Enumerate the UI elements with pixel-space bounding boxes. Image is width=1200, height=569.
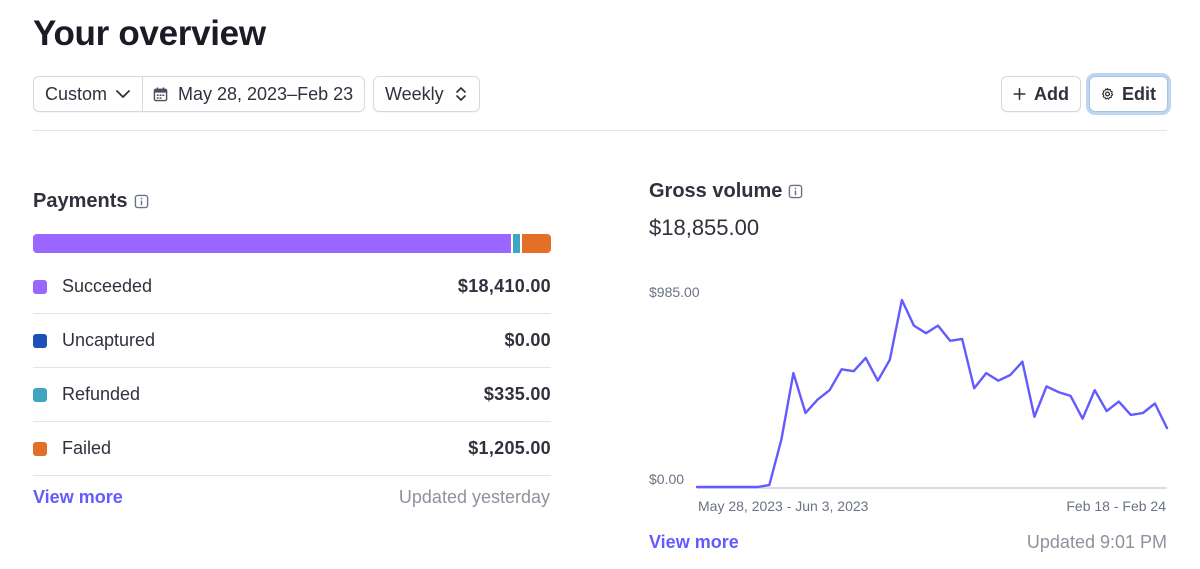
date-range-label: May 28, 2023–Feb 23	[178, 83, 354, 104]
stack-segment-refunded	[511, 234, 520, 253]
failed-swatch	[33, 441, 47, 456]
sort-chevrons-icon	[456, 87, 466, 101]
page-title: Your overview	[33, 14, 266, 53]
stack-segment-succeeded	[33, 234, 511, 253]
legend-row-uncaptured[interactable]: Uncaptured $0.00	[33, 314, 551, 368]
gross-volume-total: $18,855.00	[649, 215, 760, 240]
uncaptured-swatch	[33, 333, 47, 348]
info-icon[interactable]	[788, 184, 803, 199]
date-range-picker[interactable]: May 28, 2023–Feb 23	[143, 77, 363, 111]
payments-breakdown-bar	[33, 234, 551, 253]
gross-volume-title: Gross volume	[649, 180, 803, 203]
payments-view-more-link[interactable]: View more	[33, 487, 123, 507]
legend-label: Refunded	[62, 384, 141, 404]
y-tick-top: $985.00	[649, 284, 700, 300]
legend-value: $0.00	[504, 330, 551, 350]
legend-label: Failed	[62, 438, 112, 458]
payments-title: Payments	[33, 190, 149, 213]
header-divider	[33, 130, 1167, 131]
legend-label: Succeeded	[62, 276, 153, 296]
legend-row-refunded[interactable]: Refunded $335.00	[33, 368, 551, 422]
payments-updated-text: Updated yesterday	[398, 487, 550, 507]
gross-volume-title-text: Gross volume	[649, 180, 783, 202]
x-tick-start: May 28, 2023 - Jun 3, 2023	[698, 498, 869, 514]
legend-value: $18,410.00	[457, 276, 551, 296]
gross-volume-updated-text: Updated 9:01 PM	[1026, 532, 1167, 552]
plus-icon	[1013, 87, 1026, 101]
gross-volume-view-more-link[interactable]: View more	[649, 532, 739, 552]
legend-row-failed[interactable]: Failed $1,205.00	[33, 422, 551, 476]
x-tick-end: Feb 18 - Feb 24	[1066, 498, 1166, 514]
info-icon[interactable]	[134, 194, 149, 209]
interval-label: Weekly	[385, 83, 444, 104]
add-button-label: Add	[1034, 83, 1069, 104]
legend-value: $1,205.00	[468, 438, 551, 458]
range-preset-label: Custom	[45, 83, 108, 104]
gross-volume-series-line	[695, 298, 1169, 489]
y-tick-bottom: $0.00	[649, 471, 684, 487]
gross-volume-chart[interactable]: $985.00 $0.00 May 28, 2023 - Jun 3, 2023…	[640, 270, 1180, 520]
legend-value: $335.00	[483, 384, 551, 404]
edit-button-label: Edit	[1122, 83, 1156, 104]
stack-segment-failed	[519, 234, 551, 253]
range-preset-dropdown[interactable]: Custom	[34, 77, 143, 111]
calendar-icon	[153, 86, 168, 101]
chevron-down-icon	[116, 90, 130, 98]
edit-button[interactable]: Edit	[1089, 76, 1168, 112]
succeeded-swatch	[33, 279, 47, 294]
payments-title-text: Payments	[33, 190, 128, 212]
add-button[interactable]: Add	[1001, 76, 1081, 112]
interval-select[interactable]: Weekly	[373, 76, 480, 112]
legend-label: Uncaptured	[62, 330, 156, 350]
legend-row-succeeded[interactable]: Succeeded $18,410.00	[33, 260, 551, 314]
gear-icon	[1101, 87, 1114, 100]
date-range-control: Custom May 28, 2023–Feb 23	[33, 76, 365, 112]
refunded-swatch	[33, 387, 47, 402]
